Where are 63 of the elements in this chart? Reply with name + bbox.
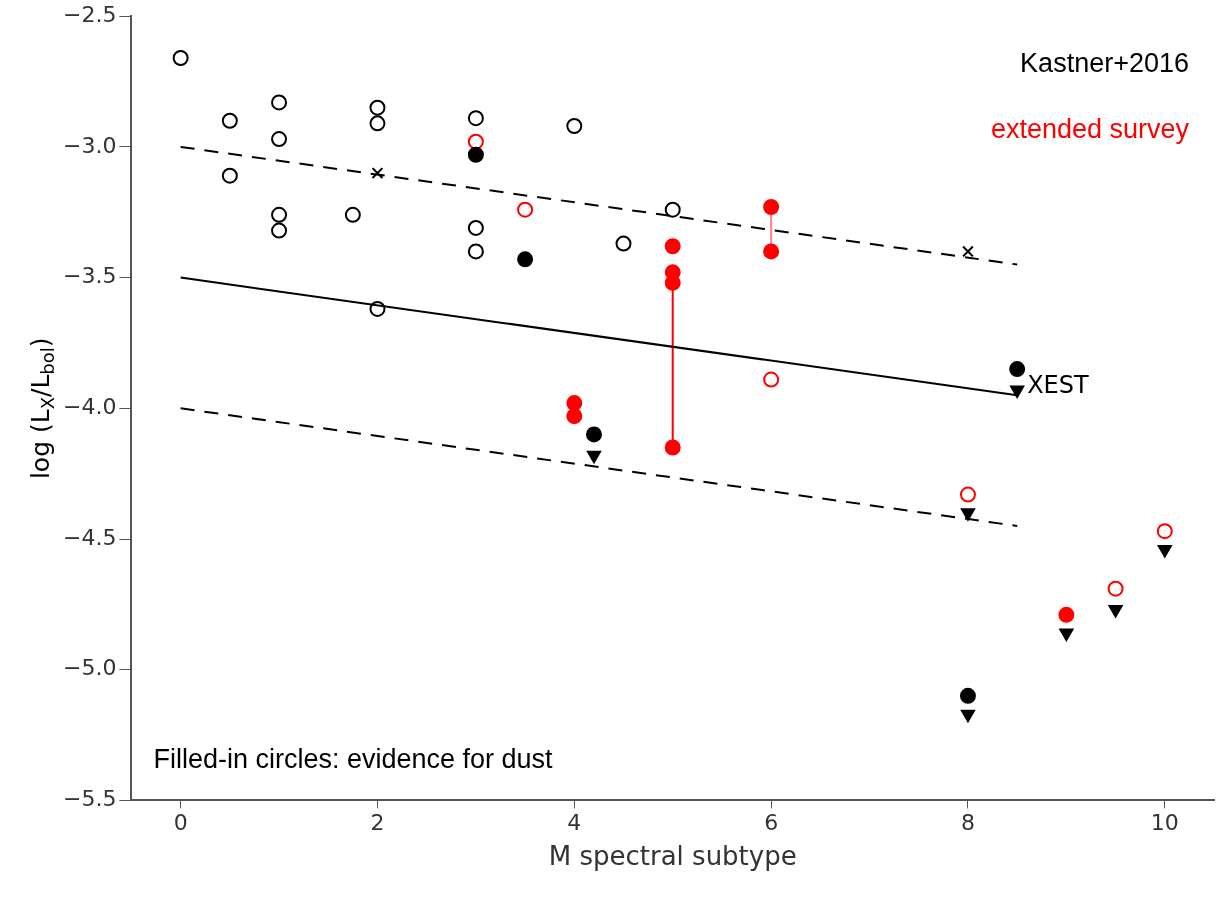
point <box>369 300 386 317</box>
point <box>664 238 681 255</box>
point <box>172 50 189 67</box>
x-tick-label: 6 <box>764 810 779 836</box>
x-tick-label: 4 <box>567 810 582 836</box>
point <box>960 508 976 521</box>
point <box>271 94 288 111</box>
point <box>1156 523 1173 540</box>
point <box>763 199 780 216</box>
point <box>517 201 534 218</box>
point <box>467 146 484 163</box>
y-tick-label: −4.0 <box>63 394 117 420</box>
point <box>615 235 632 252</box>
y-axis-title: log (LX/Lbol) <box>25 337 59 480</box>
x-tick-label: 0 <box>173 810 188 836</box>
point <box>271 206 288 223</box>
point <box>1059 628 1074 642</box>
point <box>344 206 361 223</box>
x-tick-label: 8 <box>960 810 975 836</box>
text: extended survey <box>990 113 1190 144</box>
point <box>959 687 976 704</box>
y-tick-label: −2.5 <box>63 1 117 27</box>
point <box>763 371 780 388</box>
point <box>566 395 583 412</box>
point <box>763 243 780 260</box>
point <box>566 117 583 134</box>
point <box>369 115 386 132</box>
annotation: XEST <box>1027 371 1090 400</box>
point <box>960 709 976 723</box>
point <box>566 408 583 425</box>
annotation: Filled-in circles: evidence for dust <box>153 743 554 774</box>
point <box>959 486 976 503</box>
y-tick-label: −3.0 <box>63 132 117 158</box>
point <box>586 450 602 464</box>
point <box>1010 385 1025 398</box>
point <box>221 112 238 129</box>
x-tick-label: 10 <box>1150 810 1179 836</box>
y-tick-label: −5.5 <box>63 786 117 812</box>
point <box>1058 606 1075 623</box>
point <box>1009 361 1026 378</box>
point <box>369 99 386 116</box>
point <box>1107 580 1124 597</box>
x-axis-title: M spectral subtype <box>548 841 797 872</box>
point <box>371 167 384 179</box>
point <box>467 110 484 127</box>
point <box>221 167 238 184</box>
y-tick-label: −4.5 <box>63 524 117 550</box>
point <box>467 243 484 260</box>
point <box>271 131 288 148</box>
y-tick-label: −3.5 <box>63 263 117 289</box>
point <box>664 201 681 218</box>
point <box>1108 605 1123 618</box>
point <box>271 222 288 239</box>
point <box>517 251 534 268</box>
y-tick-label: −5.0 <box>63 655 117 681</box>
point <box>585 426 602 443</box>
point <box>962 245 974 258</box>
point <box>467 219 484 236</box>
point <box>1157 544 1172 558</box>
x-tick-label: 2 <box>370 810 385 836</box>
point <box>467 133 484 150</box>
text: Kastner+2016 <box>1020 47 1189 78</box>
point <box>664 439 681 456</box>
